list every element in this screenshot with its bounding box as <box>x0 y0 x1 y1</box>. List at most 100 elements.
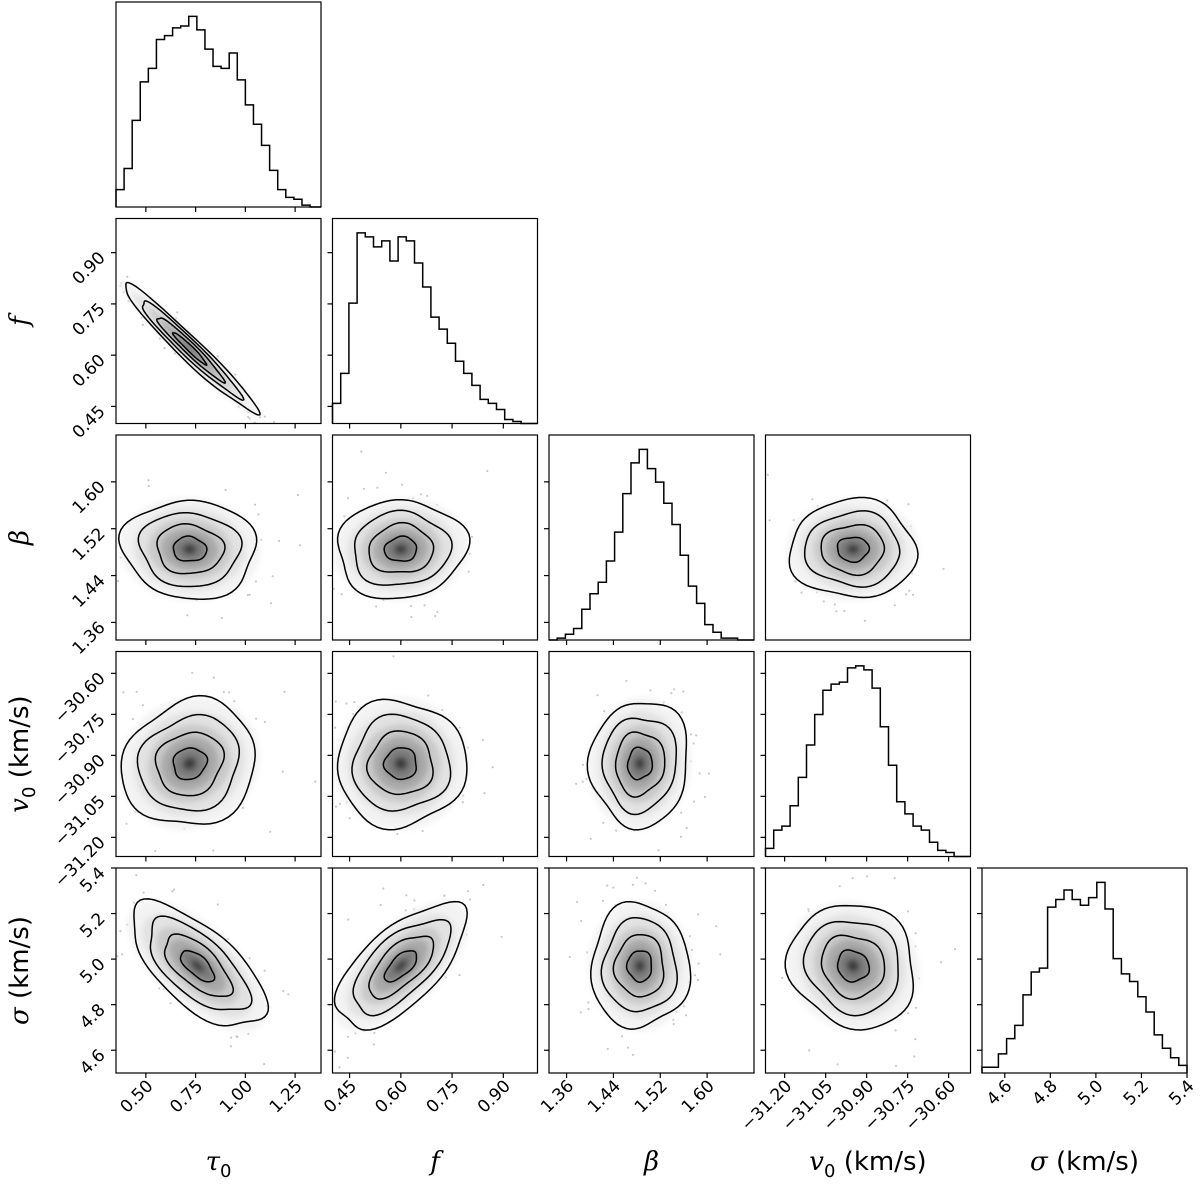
x-axis-label-tau0: τ0 <box>206 1147 232 1182</box>
sample-point <box>470 535 474 538</box>
sample-point <box>626 1046 630 1049</box>
sample-point <box>323 540 325 542</box>
sample-point <box>116 955 119 958</box>
sample-point <box>241 806 244 810</box>
y-axis-label-f: f <box>5 312 35 328</box>
sample-point <box>679 835 683 839</box>
sample-point <box>631 883 634 887</box>
sample-point <box>631 1053 635 1056</box>
sample-point <box>427 694 430 697</box>
sample-point <box>781 976 784 980</box>
contour-line <box>156 523 226 575</box>
sample-point <box>865 875 869 878</box>
sample-point <box>327 707 329 709</box>
sample-point <box>212 849 215 852</box>
sample-point <box>299 803 301 805</box>
axes-frame <box>115 434 322 641</box>
sample-point <box>836 644 838 646</box>
x-tick-label-tau0: 1.00 <box>216 1076 257 1117</box>
sample-point <box>843 609 846 613</box>
sample-point <box>121 953 124 956</box>
density-panel-sigma-vs-f <box>255 867 539 1074</box>
sample-point <box>833 603 836 606</box>
x-tick-label-f: 0.90 <box>474 1076 515 1117</box>
sample-point <box>102 520 104 522</box>
sample-point <box>670 692 673 695</box>
sample-point <box>458 974 461 977</box>
axes-frame <box>331 217 539 425</box>
sample-point <box>338 1066 341 1069</box>
sample-point <box>50 577 52 579</box>
sample-point <box>596 694 599 697</box>
contour-line <box>172 747 209 781</box>
sample-point <box>247 1032 250 1035</box>
x-tick-label-sigma: 4.8 <box>1029 1076 1062 1109</box>
sample-point <box>174 317 178 320</box>
sample-point <box>171 890 174 893</box>
sample-point <box>914 932 917 935</box>
sample-point <box>172 888 176 891</box>
sample-point <box>255 717 258 720</box>
sample-point <box>441 708 444 712</box>
sample-point <box>135 874 138 877</box>
sample-point <box>253 503 257 506</box>
sample-point <box>606 1047 609 1051</box>
sample-point <box>107 915 109 917</box>
contour-line <box>120 694 256 825</box>
sample-point <box>255 1060 257 1062</box>
x-axis-label-sigma: σ (km/s) <box>1030 1147 1139 1177</box>
sample-point <box>715 925 718 928</box>
sample-point <box>248 957 251 960</box>
sample-point <box>863 619 866 623</box>
contour-line <box>179 949 216 983</box>
sample-point <box>126 275 129 278</box>
sample-point <box>154 849 157 853</box>
sample-point <box>601 899 605 903</box>
sample-point <box>186 614 189 617</box>
sample-point <box>339 802 342 806</box>
sample-point <box>296 493 300 497</box>
sample-point <box>254 580 257 583</box>
sample-point <box>304 718 306 720</box>
sample-point <box>759 953 761 955</box>
sample-point <box>644 882 647 885</box>
contour-line <box>784 904 915 1031</box>
sample-point <box>755 957 757 959</box>
sample-point <box>905 593 908 596</box>
sample-point <box>893 877 896 880</box>
sample-point <box>615 829 618 832</box>
y-tick-label-sigma: 5.2 <box>76 909 109 942</box>
contour-line <box>133 898 270 1027</box>
sample-point <box>147 479 150 482</box>
sample-point <box>662 701 665 704</box>
sample-point <box>914 945 917 948</box>
contour-line <box>149 915 253 1011</box>
sample-point <box>227 691 231 694</box>
contour-line <box>383 950 418 983</box>
density-panel-beta-vs-tau0 <box>50 434 322 641</box>
sample-point <box>581 763 585 767</box>
sample-point <box>808 1049 811 1052</box>
hist-panel-beta <box>548 434 755 641</box>
axes-frame <box>548 434 755 641</box>
density-level <box>634 756 645 771</box>
sample-point <box>396 832 399 836</box>
contour-line <box>333 900 468 1031</box>
sample-point <box>405 894 408 897</box>
sample-point <box>141 704 144 707</box>
sample-point <box>382 887 385 890</box>
sample-point <box>108 524 110 526</box>
sample-point <box>500 935 503 938</box>
sample-point <box>113 956 115 958</box>
sample-point <box>835 610 838 613</box>
sample-point <box>672 1022 675 1026</box>
sample-point <box>426 494 429 497</box>
sample-point <box>894 1064 898 1067</box>
sample-point <box>794 580 797 583</box>
sample-point <box>348 817 351 820</box>
sample-point <box>109 272 111 274</box>
sample-point <box>257 513 260 516</box>
axes-frame <box>764 867 972 1074</box>
sample-point <box>466 746 469 749</box>
density-level <box>634 959 645 973</box>
